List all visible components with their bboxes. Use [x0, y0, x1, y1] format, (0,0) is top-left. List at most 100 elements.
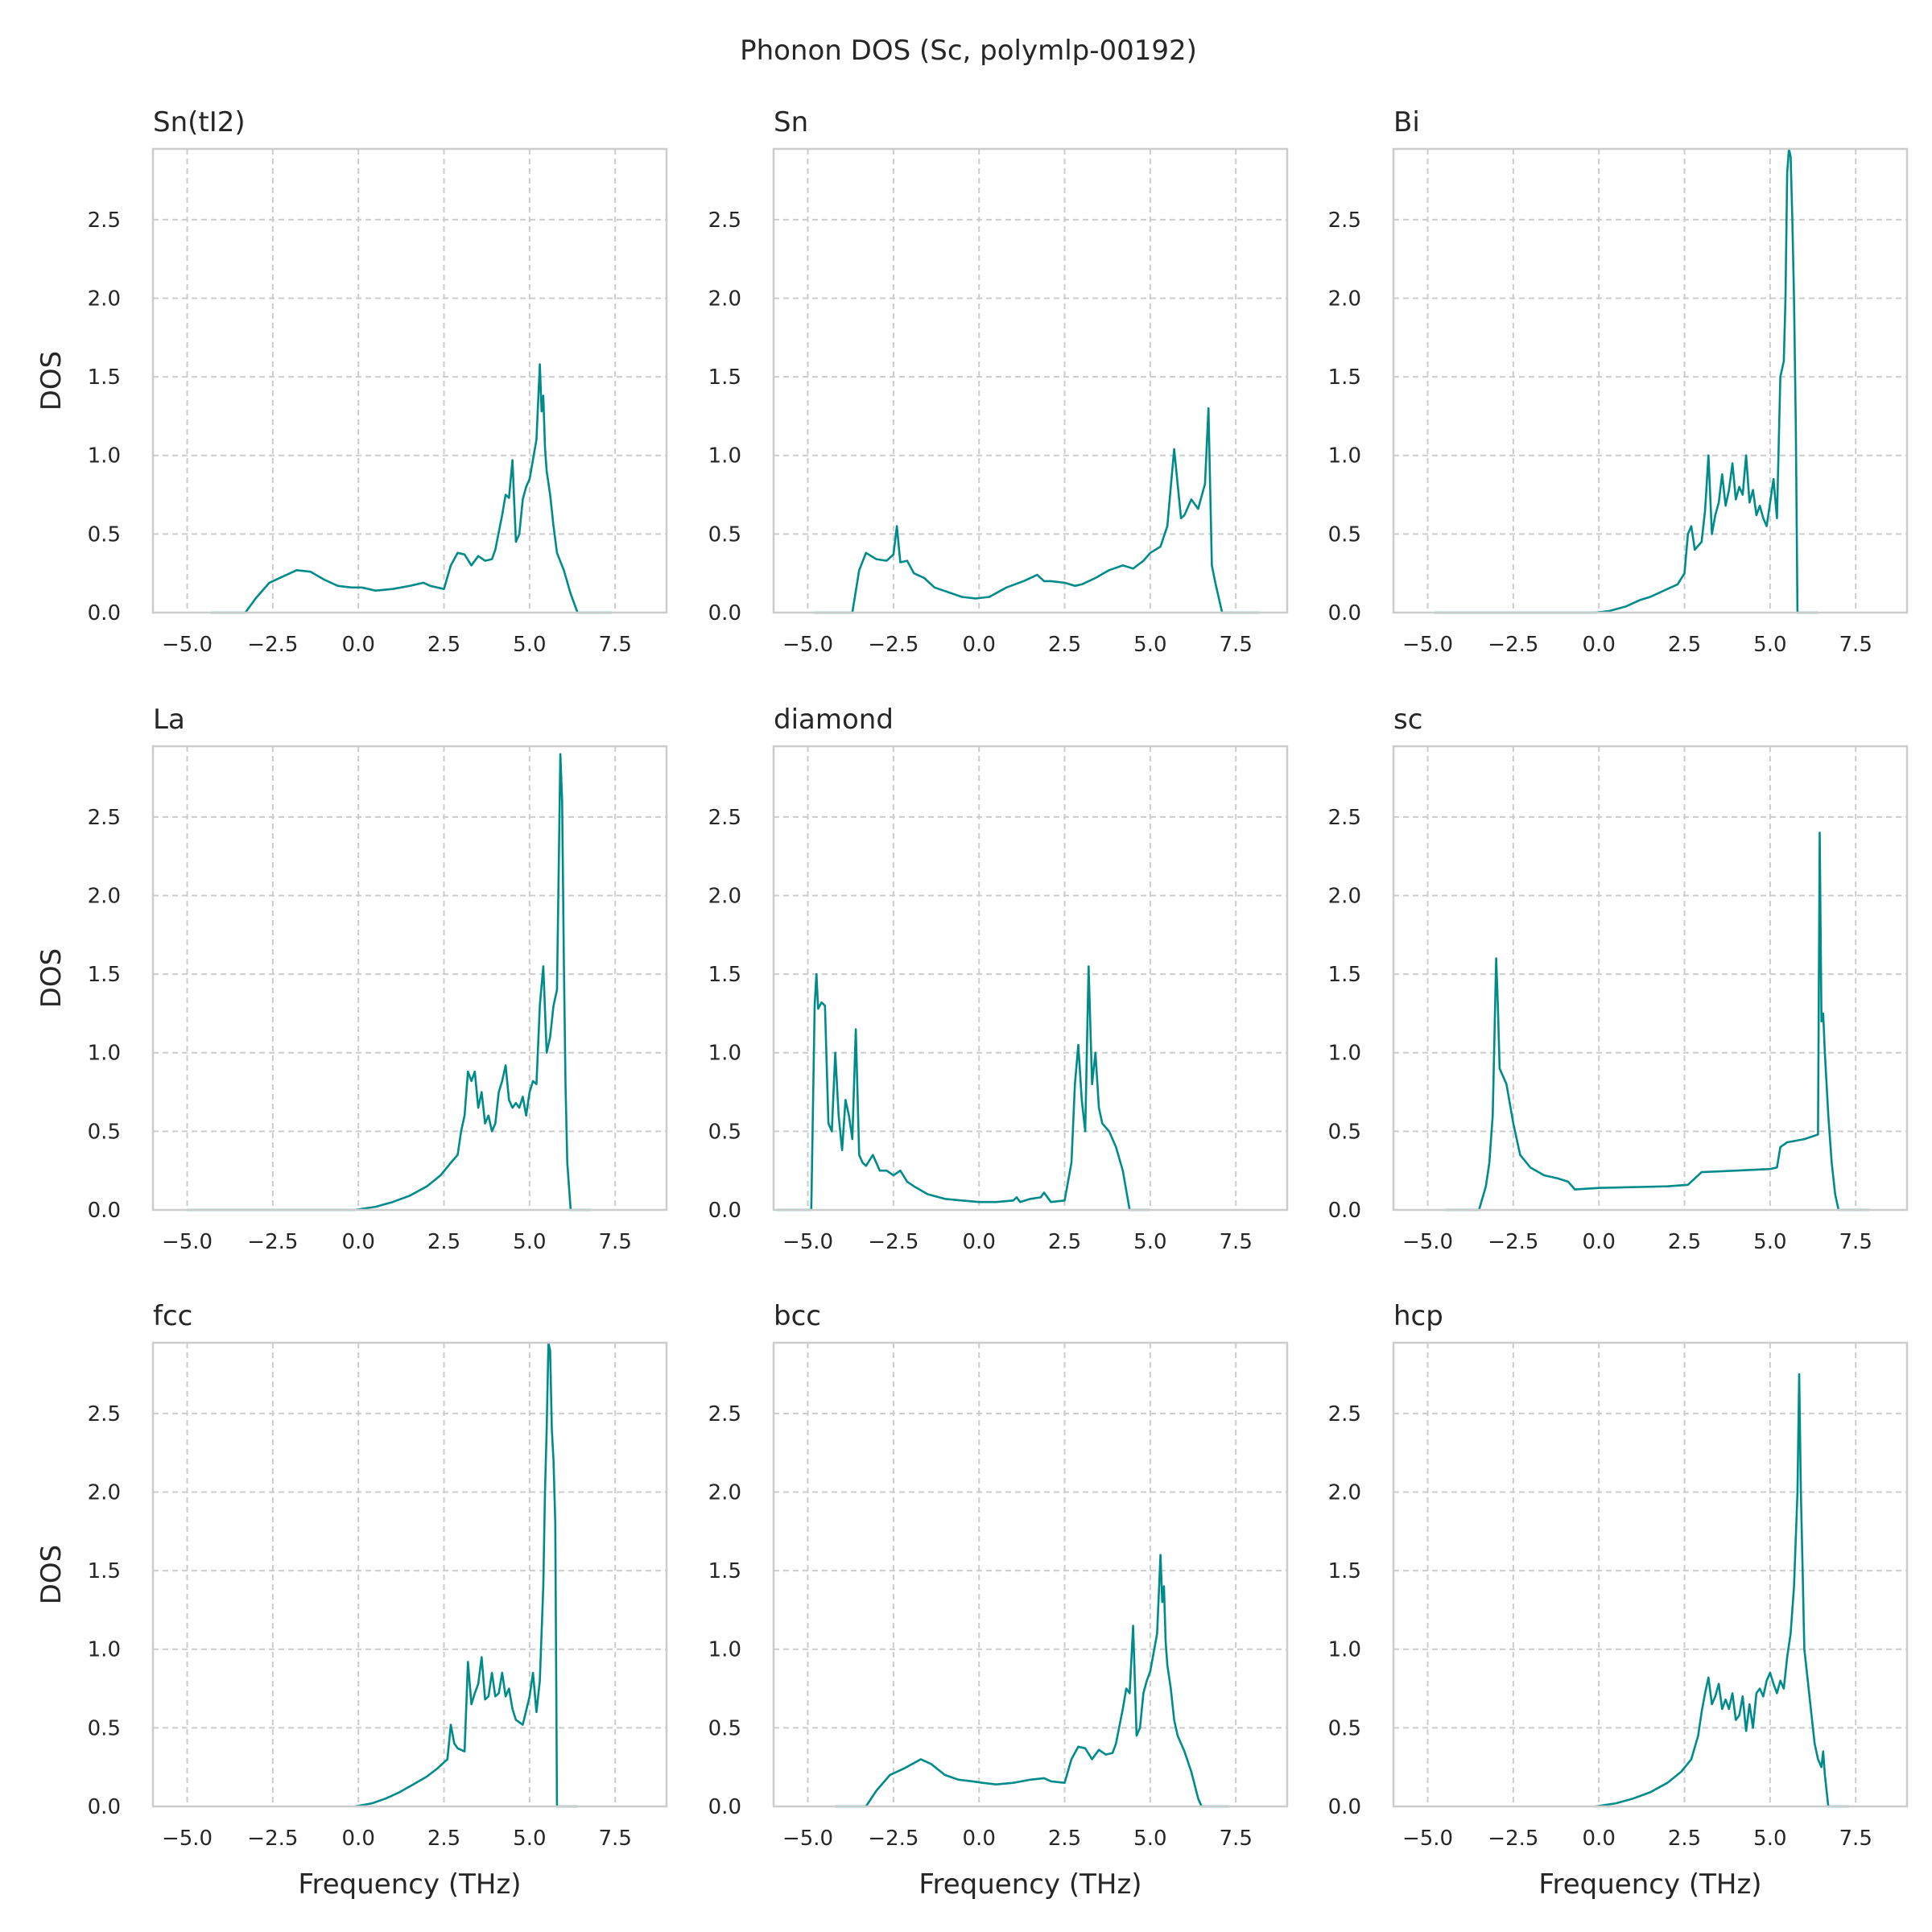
y-tick-label: 2.0 — [1328, 884, 1361, 908]
y-tick-label: 0.5 — [708, 1716, 741, 1740]
x-tick-label: 5.0 — [1133, 1230, 1166, 1254]
x-tick-label: 5.0 — [1753, 1230, 1786, 1254]
y-tick-label: 2.5 — [1328, 1402, 1361, 1426]
x-tick-label: 5.0 — [513, 1827, 546, 1851]
x-tick-label: −5.0 — [162, 1827, 213, 1851]
x-axis-label: Frequency (THz) — [1538, 1868, 1761, 1901]
y-tick-label: 0.0 — [1328, 1795, 1361, 1819]
dos-line — [354, 1341, 578, 1808]
axes-frame — [772, 147, 1289, 614]
x-tick-label: −5.0 — [782, 1230, 833, 1254]
x-tick-label: −2.5 — [247, 1827, 298, 1851]
subplot-sn: −5.0 −2.5 0.0 2.5 5.0 7.5 0.0 0.5 1.0 1.5 2.0 2.5 Sn — [708, 106, 1289, 657]
y-tick-label: 2.5 — [708, 208, 741, 233]
y-tick-label: 2.0 — [88, 1480, 121, 1505]
x-tick-label: 7.5 — [1220, 633, 1253, 657]
y-tick-label: 0.5 — [88, 1716, 121, 1740]
subplot-title: Sn(tI2) — [153, 106, 246, 138]
y-tick-label: 2.5 — [1328, 208, 1361, 233]
y-tick-label: 2.5 — [88, 208, 121, 233]
y-tick-label: 0.5 — [88, 522, 121, 547]
y-tick-label: 1.5 — [88, 1559, 121, 1583]
y-axis-label: DOS — [35, 1545, 68, 1605]
axes-frame — [151, 745, 668, 1212]
x-tick-label: 7.5 — [1220, 1230, 1253, 1254]
subplot-sc: −5.0 −2.5 0.0 2.5 5.0 7.5 0.0 0.5 1.0 1.5 2.0 2.5 sc — [1328, 704, 1909, 1254]
y-tick-label: 2.5 — [708, 1402, 741, 1426]
y-tick-label: 1.5 — [1328, 963, 1361, 987]
x-tick-label: 5.0 — [1753, 1827, 1786, 1851]
subplot-diamond: −5.0 −2.5 0.0 2.5 5.0 7.5 0.0 0.5 1.0 1.5 2.0 2.5 di… — [708, 704, 1289, 1254]
x-tick-label: 5.0 — [513, 633, 546, 657]
x-tick-label: 2.5 — [1668, 1230, 1701, 1254]
x-tick-label: −2.5 — [1488, 1230, 1538, 1254]
x-tick-label: 0.0 — [1583, 1230, 1616, 1254]
y-tick-label: 0.0 — [1328, 601, 1361, 625]
subplot-title: hcp — [1393, 1300, 1443, 1332]
subplot-title: Bi — [1393, 106, 1420, 138]
x-tick-label: 0.0 — [342, 633, 375, 657]
subplot-la: −5.0 −2.5 0.0 2.5 5.0 7.5 0.0 0.5 1.0 1.5 2.0 2.5 La… — [35, 704, 668, 1254]
x-axis-label: Frequency (THz) — [298, 1868, 521, 1901]
x-tick-label: 2.5 — [1048, 1827, 1081, 1851]
x-tick-label: 5.0 — [1133, 633, 1166, 657]
y-tick-label: 2.0 — [88, 287, 121, 311]
x-tick-label: 7.5 — [1839, 1827, 1872, 1851]
x-tick-label: 2.5 — [1668, 633, 1701, 657]
y-tick-label: 0.0 — [708, 1795, 741, 1819]
dos-line — [1435, 147, 1818, 614]
y-tick-label: 1.0 — [88, 444, 121, 469]
x-tick-label: −5.0 — [1402, 1230, 1453, 1254]
y-tick-label: 0.0 — [88, 1795, 121, 1819]
y-tick-label: 0.5 — [708, 1120, 741, 1144]
y-tick-label: 2.0 — [1328, 1480, 1361, 1505]
x-tick-label: 0.0 — [963, 1827, 996, 1851]
y-tick-label: 1.0 — [1328, 1042, 1361, 1066]
subplot-title: fcc — [153, 1300, 192, 1332]
y-tick-label: 1.5 — [708, 963, 741, 987]
y-tick-label: 2.5 — [88, 806, 121, 830]
y-tick-label: 1.5 — [1328, 365, 1361, 390]
x-tick-label: −2.5 — [868, 1230, 919, 1254]
subplot-fcc: −5.0 −2.5 0.0 2.5 5.0 7.5 0.0 0.5 1.0 1.5 2.0 2.5 fc… — [35, 1300, 668, 1901]
x-tick-label: −2.5 — [247, 633, 298, 657]
axes-frame — [151, 1341, 668, 1808]
x-tick-label: 0.0 — [342, 1827, 375, 1851]
dos-line — [1595, 1373, 1849, 1808]
x-tick-label: −5.0 — [162, 1230, 213, 1254]
dos-line — [815, 407, 1260, 614]
x-tick-label: 2.5 — [427, 1230, 460, 1254]
x-tick-label: 7.5 — [599, 633, 632, 657]
y-tick-label: 0.0 — [88, 601, 121, 625]
x-tick-label: 5.0 — [513, 1230, 546, 1254]
y-tick-label: 0.5 — [1328, 522, 1361, 547]
y-tick-label: 1.5 — [708, 1559, 741, 1583]
x-tick-label: 0.0 — [1583, 1827, 1616, 1851]
subplot-title: diamond — [774, 704, 894, 736]
y-tick-label: 1.0 — [1328, 444, 1361, 469]
x-tick-label: −2.5 — [1488, 633, 1538, 657]
axes-frame — [772, 745, 1289, 1212]
axes-frame — [772, 1341, 1289, 1808]
x-tick-label: −5.0 — [782, 633, 833, 657]
y-tick-label: 1.5 — [88, 963, 121, 987]
dos-line — [1444, 832, 1870, 1212]
y-tick-label: 1.0 — [708, 1638, 741, 1662]
x-axis-label: Frequency (THz) — [919, 1868, 1141, 1901]
y-axis-label: DOS — [35, 351, 68, 411]
y-tick-label: 2.0 — [708, 287, 741, 311]
x-tick-label: 0.0 — [342, 1230, 375, 1254]
x-tick-label: −2.5 — [247, 1230, 298, 1254]
subplot-title: La — [153, 704, 185, 736]
x-tick-label: −5.0 — [782, 1827, 833, 1851]
x-tick-label: 2.5 — [427, 1827, 460, 1851]
subplot-bi: −5.0 −2.5 0.0 2.5 5.0 7.5 0.0 0.5 1.0 1.5 2.0 2.5 Bi — [1328, 106, 1909, 657]
y-tick-label: 1.5 — [1328, 1559, 1361, 1583]
x-tick-label: −5.0 — [162, 633, 213, 657]
y-tick-label: 0.5 — [1328, 1120, 1361, 1144]
y-tick-label: 0.5 — [708, 522, 741, 547]
figure-title: Phonon DOS (Sc, polymlp-00192) — [740, 35, 1197, 67]
x-tick-label: 7.5 — [1839, 1230, 1872, 1254]
